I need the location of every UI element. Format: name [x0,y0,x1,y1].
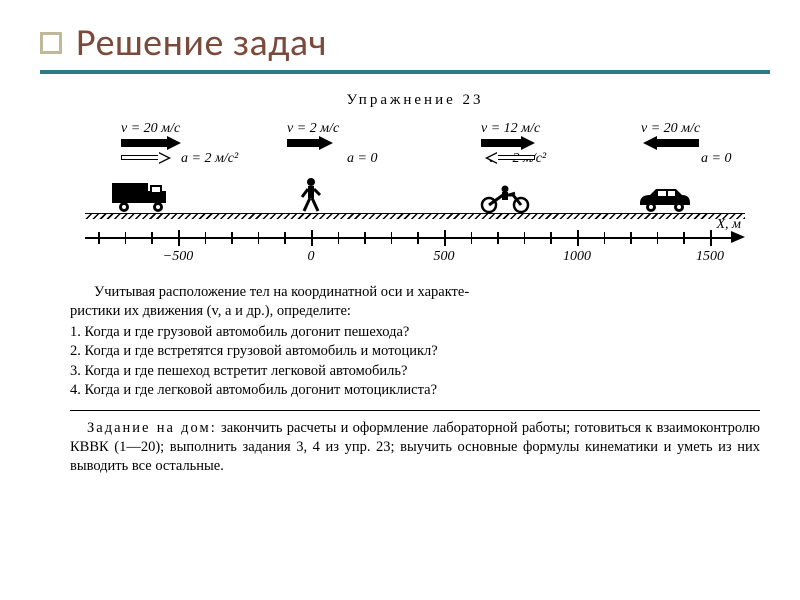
acceleration-label: a = 0 [347,151,377,167]
pedestrian-icon [300,177,322,218]
axis-tick-minor [391,232,393,244]
axis-tick-minor [524,232,526,244]
question-item: 2. Когда и где встретятся грузовой автом… [70,342,760,361]
acceleration-label: a = 2 м/с² [181,151,238,167]
axis-tick-minor [338,232,340,244]
axis-tick-minor [205,232,207,244]
axis-tick-minor [471,232,473,244]
intro-line1: Учитывая расположение тел на координатно… [70,283,469,302]
axis-tick-minor [657,232,659,244]
question-item: 1. Когда и где грузовой автомобиль догон… [70,323,760,342]
exercise-heading: Упражнение 23 [70,92,760,109]
axis-tick-major [577,230,579,246]
homework-lead: Задание на дом: [87,420,217,436]
axis-tick-label: 1500 [696,249,724,265]
title-bullet-square [40,32,62,54]
axis-tick-minor [497,232,499,244]
axis-tick-minor [231,232,233,244]
question-list: 1. Когда и где грузовой автомобиль догон… [70,323,760,400]
velocity-label: v = 20 м/с [641,121,700,137]
axis-tick-label: 500 [434,249,455,265]
axis-tick-minor [417,232,419,244]
content-area: Упражнение 23 X, м −500 0 500 1000 1500 v = 2… [40,92,770,476]
axis-tick-minor [604,232,606,244]
axis-tick-major [444,230,446,246]
title-row: Решение задач [40,20,770,66]
axis-tick-label: −500 [163,249,193,265]
question-item: 4. Когда и где легковой автомобиль догон… [70,381,760,400]
axis-tick-minor [151,232,153,244]
axis-tick-minor [284,232,286,244]
axis-tick-major [311,230,313,246]
kinematics-diagram: X, м −500050010001500v = 20 м/сa = 2 м/с… [85,121,745,273]
velocity-label: v = 12 м/с [481,121,540,137]
axis-tick-minor [550,232,552,244]
axis-tick-minor [630,232,632,244]
axis-tick-label: 0 [308,249,315,265]
intro-line2: ристики их движения (v, a и др.), опреде… [70,303,351,319]
axis-tick-major [710,230,712,246]
slide-title: Решение задач [76,20,327,66]
x-axis-line [85,237,735,239]
slide: Решение задач Упражнение 23 X, м −500 0 50… [0,0,800,600]
truck-icon [110,179,180,218]
axis-tick-minor [364,232,366,244]
axis-tick-minor [125,232,127,244]
velocity-label: v = 2 м/с [287,121,339,137]
car-icon [636,183,694,218]
homework-paragraph: Задание на дом: закончить расчеты и офор… [70,419,760,476]
section-divider [70,410,760,411]
motorcycle-icon [477,183,533,218]
axis-tick-major [178,230,180,246]
axis-tick-label: 1000 [563,249,591,265]
axis-tick-minor [258,232,260,244]
intro-paragraph: Учитывая расположение тел на координатно… [70,283,760,321]
title-underline [40,70,770,74]
velocity-label: v = 20 м/с [121,121,180,137]
axis-tick-minor [98,232,100,244]
axis-tick-minor [683,232,685,244]
question-item: 3. Когда и где пешеход встретит легковой… [70,362,760,381]
x-axis-label: X, м [717,217,742,233]
acceleration-label: a = 0 [701,151,731,167]
